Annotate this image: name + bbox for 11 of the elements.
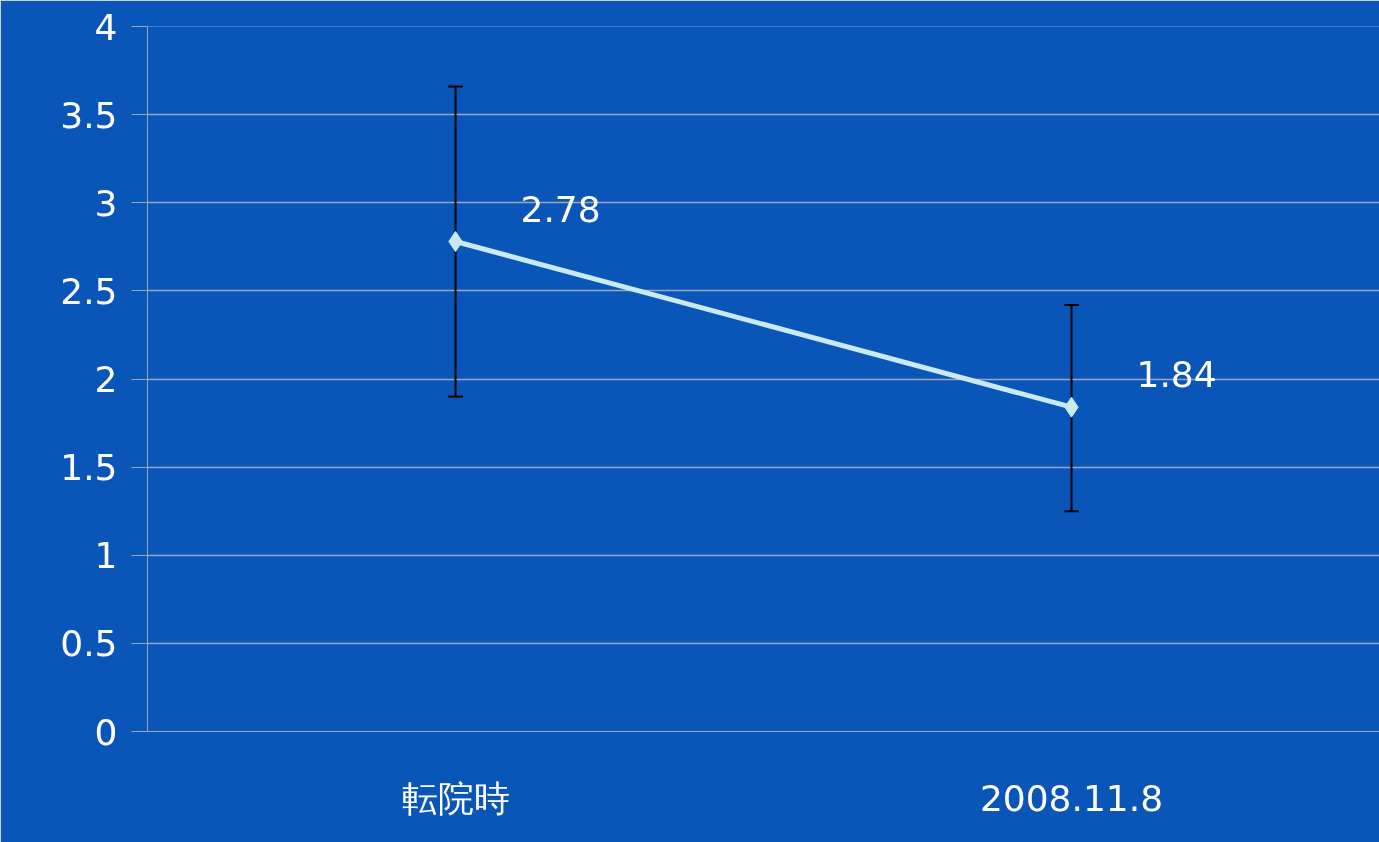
y-tick-label: 0 (94, 711, 118, 753)
x-tick-label: 転院時 (401, 777, 510, 819)
y-tick-label: 2 (94, 359, 118, 400)
y-tick-label: 3 (94, 182, 118, 224)
y-tick-label: 4 (94, 6, 118, 48)
x-tick-label: 2008.11.8 (979, 777, 1164, 819)
y-tick-label: 2.5 (60, 270, 118, 312)
y-tick-label: 3.5 (60, 94, 118, 136)
y-tick-label: 1.5 (60, 447, 118, 489)
y-tick-label: 0.5 (60, 623, 118, 665)
y-tick-label: 1 (94, 535, 118, 577)
